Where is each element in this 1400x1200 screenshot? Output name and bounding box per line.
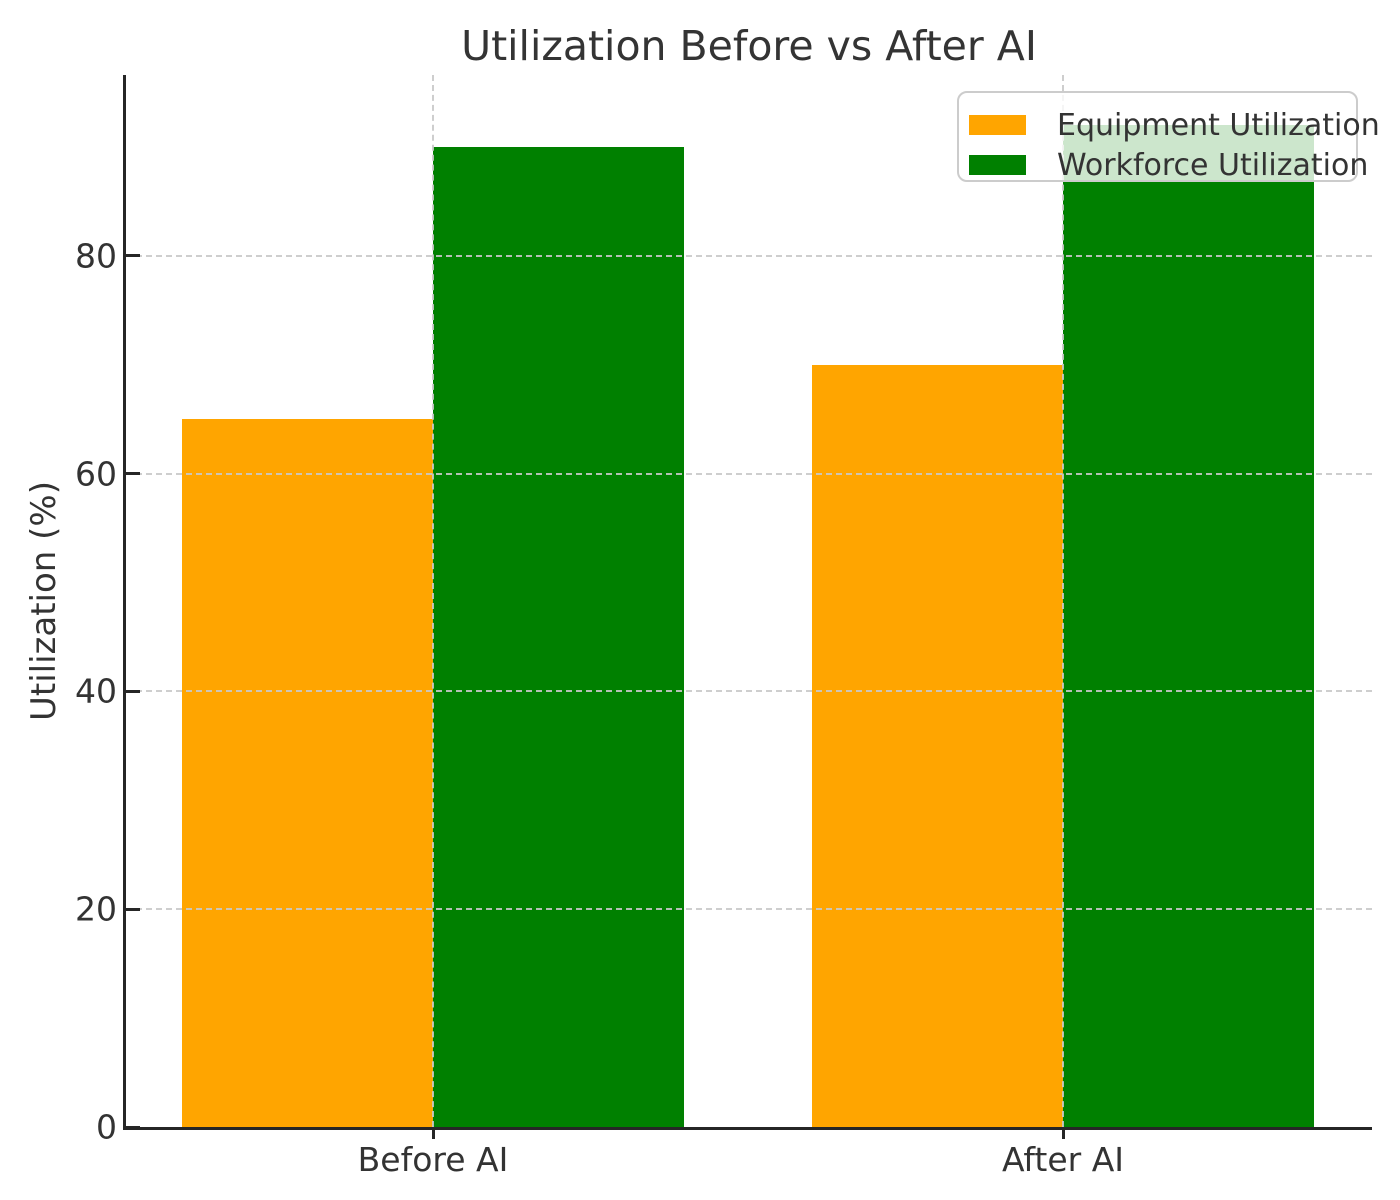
- bar-workforce-utilization-after-ai: [1063, 125, 1314, 1127]
- y-tick-80: [126, 254, 140, 258]
- x-tick-before-ai: [431, 1127, 435, 1139]
- bottom-axis-spine: [123, 1127, 1372, 1130]
- y-tick-60: [126, 472, 140, 476]
- gridline-x-after-ai: [1062, 75, 1064, 1127]
- gridline-y-40: [126, 690, 1372, 693]
- legend-swatch-equipment-utilization: [969, 115, 1026, 135]
- gridline-y-80: [126, 254, 1372, 257]
- legend-label: Workforce Utilization: [1057, 147, 1369, 183]
- gridline-x-before-ai: [432, 75, 434, 1127]
- y-tick-20: [126, 907, 140, 911]
- y-tick-label-20: 20: [75, 889, 117, 929]
- y-tick-label-0: 0: [96, 1107, 117, 1147]
- legend: Equipment Utilization Workforce Utilizat…: [957, 91, 1380, 183]
- x-tick-after-ai: [1061, 1127, 1065, 1139]
- chart-title: Utilization Before vs After AI: [461, 22, 1037, 70]
- y-tick-label-80: 80: [75, 236, 117, 276]
- bar-workforce-utilization-before-ai: [433, 146, 684, 1127]
- bar-equipment-utilization-before-ai: [182, 419, 433, 1127]
- left-axis-spine: [123, 75, 126, 1130]
- y-tick-40: [126, 689, 140, 693]
- gridline-y-20: [126, 908, 1372, 911]
- y-tick-label-60: 60: [75, 454, 117, 494]
- legend-item-equipment-utilization: Equipment Utilization: [969, 105, 1380, 145]
- x-tick-label-before-ai: Before AI: [357, 1140, 509, 1179]
- gridline-y-60: [126, 472, 1372, 475]
- legend-item-workforce-utilization: Workforce Utilization: [969, 145, 1368, 185]
- y-tick-label-40: 40: [75, 671, 117, 711]
- legend-label: Equipment Utilization: [1057, 107, 1380, 143]
- legend-swatch-workforce-utilization: [969, 155, 1026, 175]
- x-tick-label-after-ai: After AI: [1001, 1140, 1125, 1179]
- bar-equipment-utilization-after-ai: [812, 364, 1063, 1127]
